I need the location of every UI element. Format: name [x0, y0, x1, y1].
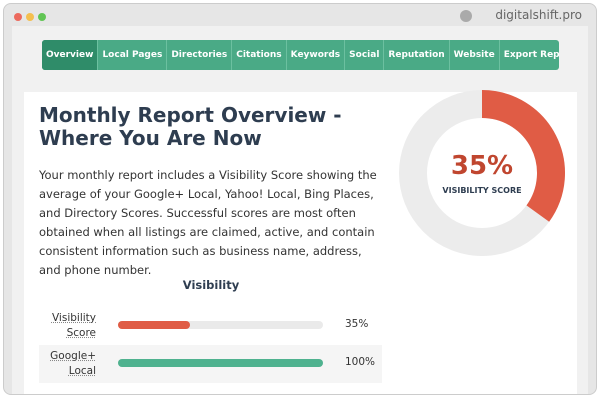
maximize-button[interactable] [38, 13, 46, 21]
site-logo [460, 10, 472, 22]
bar-track [118, 321, 323, 329]
minimize-button[interactable] [26, 13, 34, 21]
close-button[interactable] [14, 13, 22, 21]
report-title: Monthly Report Overview - Where You Are … [39, 103, 342, 150]
table-row: Visibility Score 35% [39, 307, 382, 345]
table-row: Google+ Local 100% [39, 345, 382, 383]
nav-tab[interactable]: Reputation [384, 40, 450, 70]
report-card: Monthly Report Overview - Where You Are … [24, 90, 577, 394]
bar-track [118, 359, 323, 367]
nav-bar: Overview Local Pages Directories Citations K… [42, 40, 559, 70]
report-body: Your monthly report includes a Visibilit… [39, 168, 377, 277]
nav-tab[interactable]: Overview [42, 40, 99, 70]
nav-tab[interactable]: Social [345, 40, 385, 70]
nav-tab[interactable]: Directories [167, 40, 233, 70]
donut-caption: VISIBILITY SCORE [442, 186, 521, 195]
row-value: 35% [345, 318, 369, 330]
nav-tab[interactable]: Citations [232, 40, 287, 70]
row-label[interactable]: Visibility Score [51, 312, 96, 339]
row-label[interactable]: Google+ Local [50, 350, 96, 377]
bar [118, 321, 190, 329]
donut-value: 35% [451, 151, 513, 181]
donut-chart: 35% VISIBILITY SCORE [399, 90, 565, 256]
nav-tab[interactable]: Export Report/PDF [500, 40, 559, 70]
donut-segment [481, 90, 565, 222]
nav-tab[interactable]: Keywords [287, 40, 346, 70]
site-name: digitalshift.pro [495, 8, 582, 22]
browser-window: digitalshift.pro Overview Local Pages Dire… [3, 3, 597, 395]
bar [118, 359, 323, 367]
nav-tab[interactable]: Website [450, 40, 500, 70]
page: Overview Local Pages Directories Citations K… [12, 26, 588, 394]
row-value: 100% [345, 356, 376, 368]
nav-tab[interactable]: Local Pages [98, 40, 168, 70]
table-title: Visibility [182, 278, 240, 292]
